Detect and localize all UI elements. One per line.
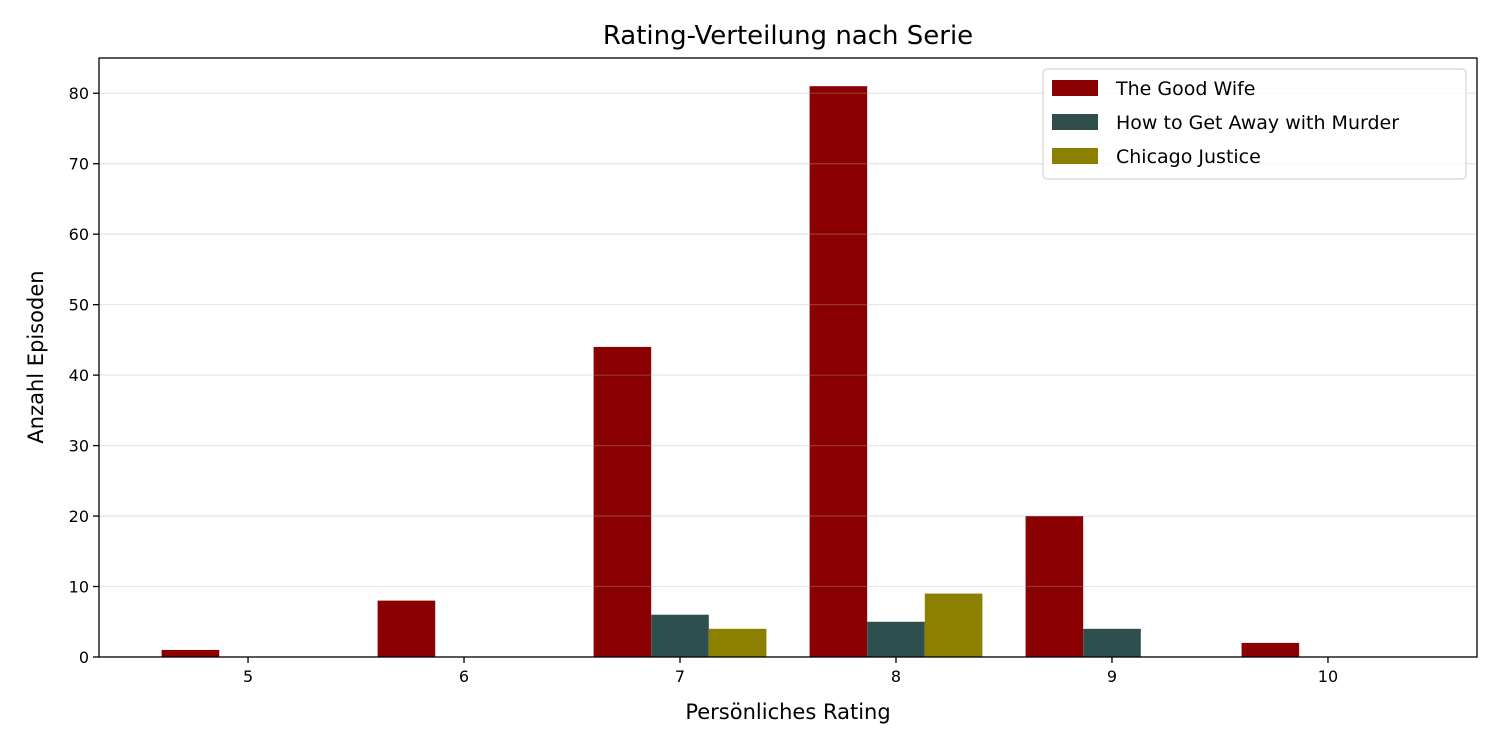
y-tick-label: 60 bbox=[69, 225, 89, 244]
x-axis-label: Persönliches Rating bbox=[685, 700, 890, 724]
x-tick-label: 6 bbox=[459, 667, 469, 686]
legend-label: Chicago Justice bbox=[1116, 146, 1261, 168]
bar bbox=[1083, 628, 1141, 657]
y-tick-label: 20 bbox=[69, 507, 89, 526]
legend-label: The Good Wife bbox=[1115, 78, 1255, 100]
bar bbox=[377, 600, 436, 657]
plot-frame bbox=[98, 57, 1478, 658]
y-tick-label: 80 bbox=[69, 84, 89, 103]
legend-box bbox=[1042, 68, 1467, 180]
bar bbox=[593, 346, 652, 657]
y-axis-label: Anzahl Episoden bbox=[24, 270, 48, 443]
bar bbox=[1241, 642, 1300, 657]
y-tick-label: 30 bbox=[69, 437, 89, 456]
legend-swatch bbox=[1052, 114, 1098, 130]
legend-swatch bbox=[1052, 80, 1098, 96]
x-ticks: 5 6 7 8 9 10 bbox=[243, 657, 1338, 686]
x-tick-label: 9 bbox=[1107, 667, 1117, 686]
y-tick-label: 70 bbox=[69, 155, 89, 174]
y-tick-label: 40 bbox=[69, 366, 89, 385]
x-tick-label: 8 bbox=[891, 667, 901, 686]
y-tick-label: 50 bbox=[69, 296, 89, 315]
y-tick-label: 10 bbox=[69, 578, 89, 597]
legend-label: How to Get Away with Murder bbox=[1116, 112, 1399, 134]
y-ticks: 0 10 20 30 40 50 60 70 80 bbox=[69, 84, 99, 667]
x-tick-label: 7 bbox=[675, 667, 685, 686]
legend-swatch bbox=[1052, 148, 1098, 164]
y-tick-label: 0 bbox=[79, 648, 89, 667]
bar bbox=[809, 86, 868, 657]
legend: The Good Wife How to Get Away with Murder… bbox=[1042, 68, 1467, 180]
bars bbox=[161, 86, 1300, 657]
bar bbox=[867, 621, 925, 657]
x-tick-label: 10 bbox=[1318, 667, 1338, 686]
x-tick-label: 5 bbox=[243, 667, 253, 686]
bar bbox=[651, 614, 709, 657]
bar bbox=[708, 628, 767, 657]
bar bbox=[1025, 516, 1084, 657]
bar bbox=[924, 593, 983, 657]
bar bbox=[161, 649, 220, 657]
chart-title: Rating-Verteilung nach Serie bbox=[603, 21, 973, 51]
